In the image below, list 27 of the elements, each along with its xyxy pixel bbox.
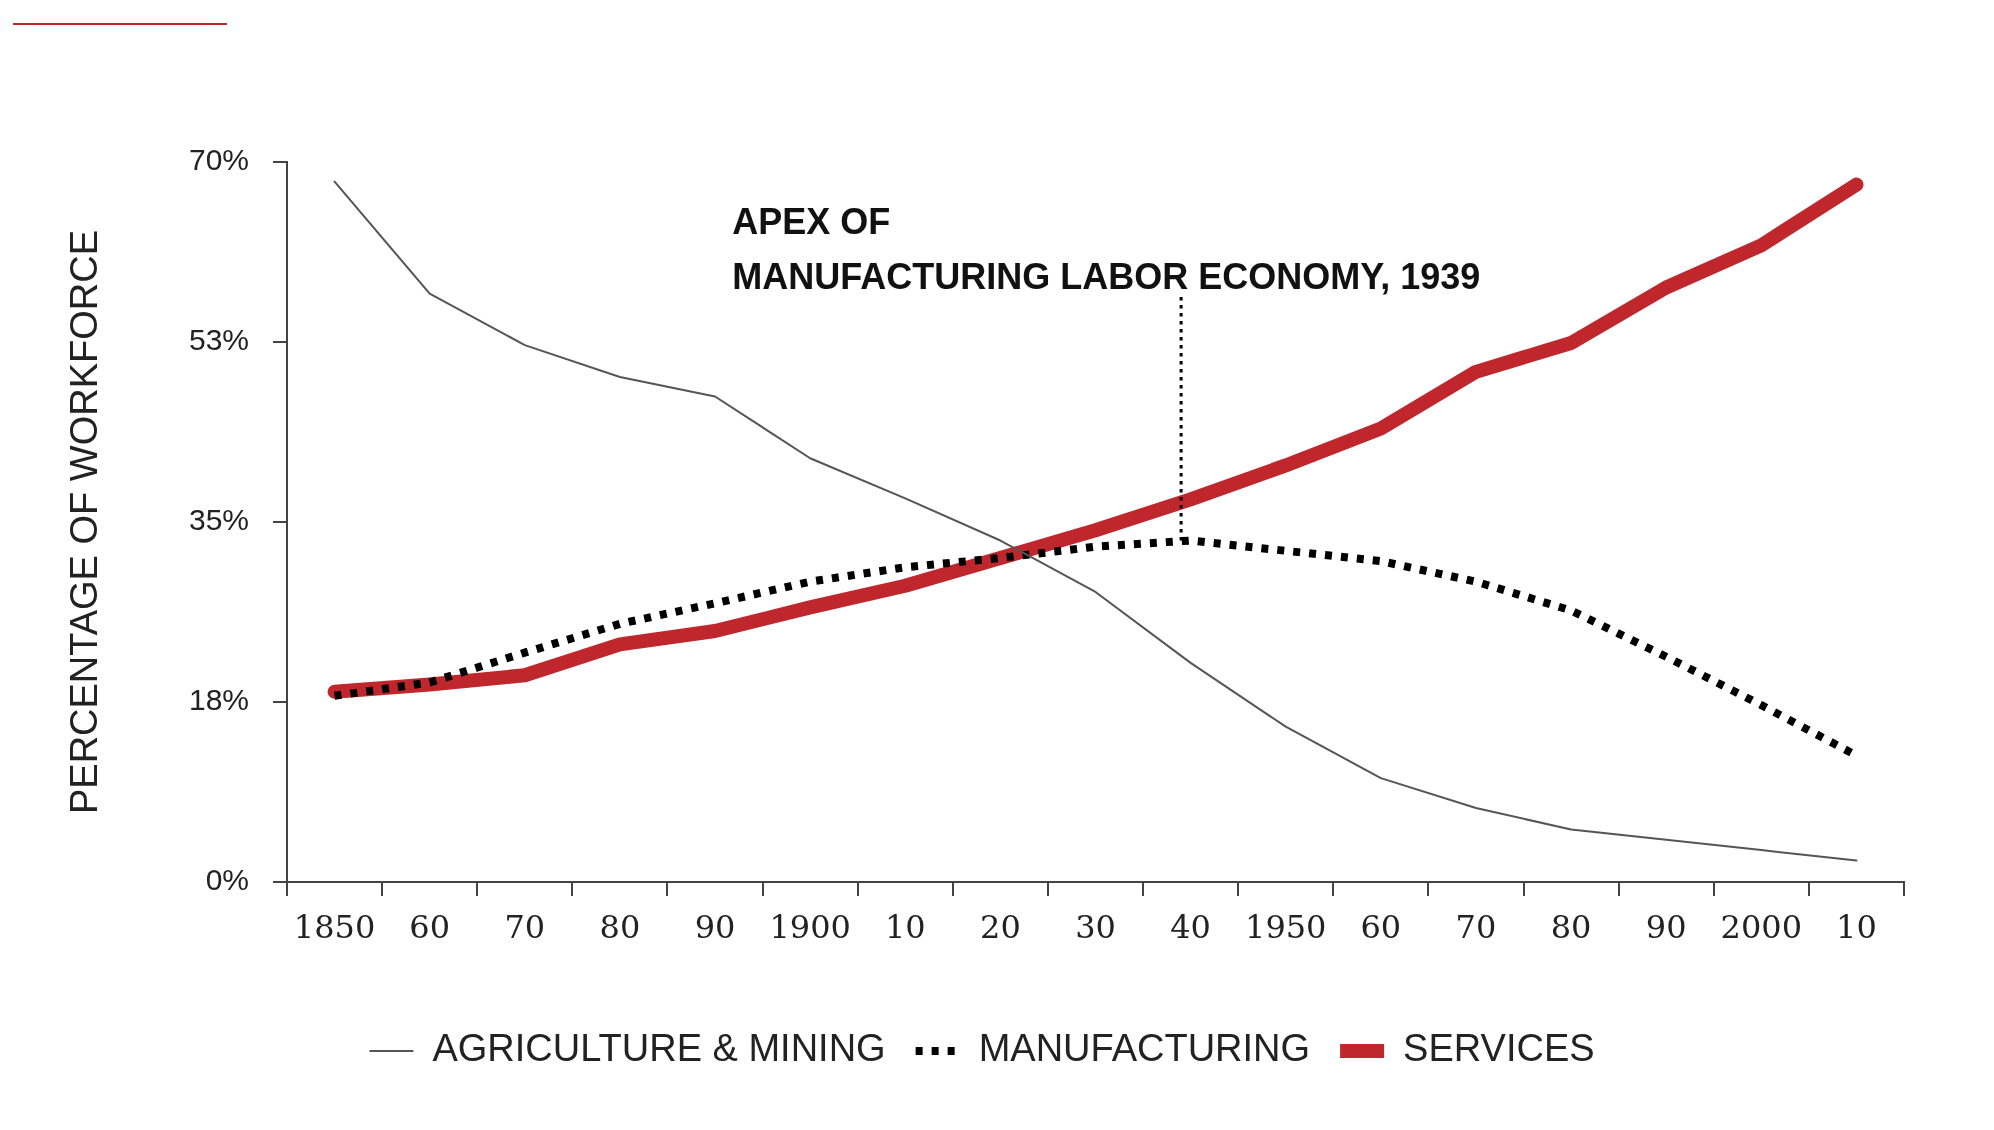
y-tick-label: 0% — [205, 863, 249, 897]
x-tick-label: 90 — [1645, 907, 1687, 946]
x-tick-label: 20 — [980, 907, 1021, 946]
y-axis-title: PERCENTAGE OF WORKFORCE — [63, 229, 106, 815]
x-tick-label: 70 — [1455, 907, 1497, 946]
y-tick-label: 53% — [188, 323, 249, 357]
x-tick-label: 10 — [884, 907, 926, 946]
x-tick-label: 60 — [1360, 907, 1402, 946]
x-tick-label: 1900 — [769, 907, 851, 946]
x-tick-label: 40 — [1170, 907, 1211, 946]
x-tick-label: 60 — [409, 907, 451, 946]
x-tick-label: 90 — [694, 907, 736, 946]
y-tick-label: 35% — [188, 503, 249, 537]
x-tick-label: 80 — [1550, 907, 1592, 946]
x-tick-label: 2000 — [1720, 907, 1803, 946]
legend-label: MANUFACTURING — [978, 1027, 1311, 1070]
x-tick-label: 70 — [504, 907, 546, 946]
legend-label: AGRICULTURE & MINING — [432, 1027, 886, 1070]
x-tick-label: 1850 — [293, 907, 376, 946]
legend-label: SERVICES — [1403, 1027, 1595, 1070]
x-tick-label: 30 — [1075, 907, 1116, 946]
ref-line-label: APEX OF MANUFACTURING LABOR ECONOMY, 1939 — [732, 201, 1481, 297]
x-tick-label: 1950 — [1245, 907, 1327, 946]
y-tick-label: 18% — [188, 683, 249, 717]
y-tick-label: 70% — [188, 143, 249, 177]
x-tick-label: 80 — [599, 907, 641, 946]
x-tick-label: 10 — [1836, 907, 1877, 946]
